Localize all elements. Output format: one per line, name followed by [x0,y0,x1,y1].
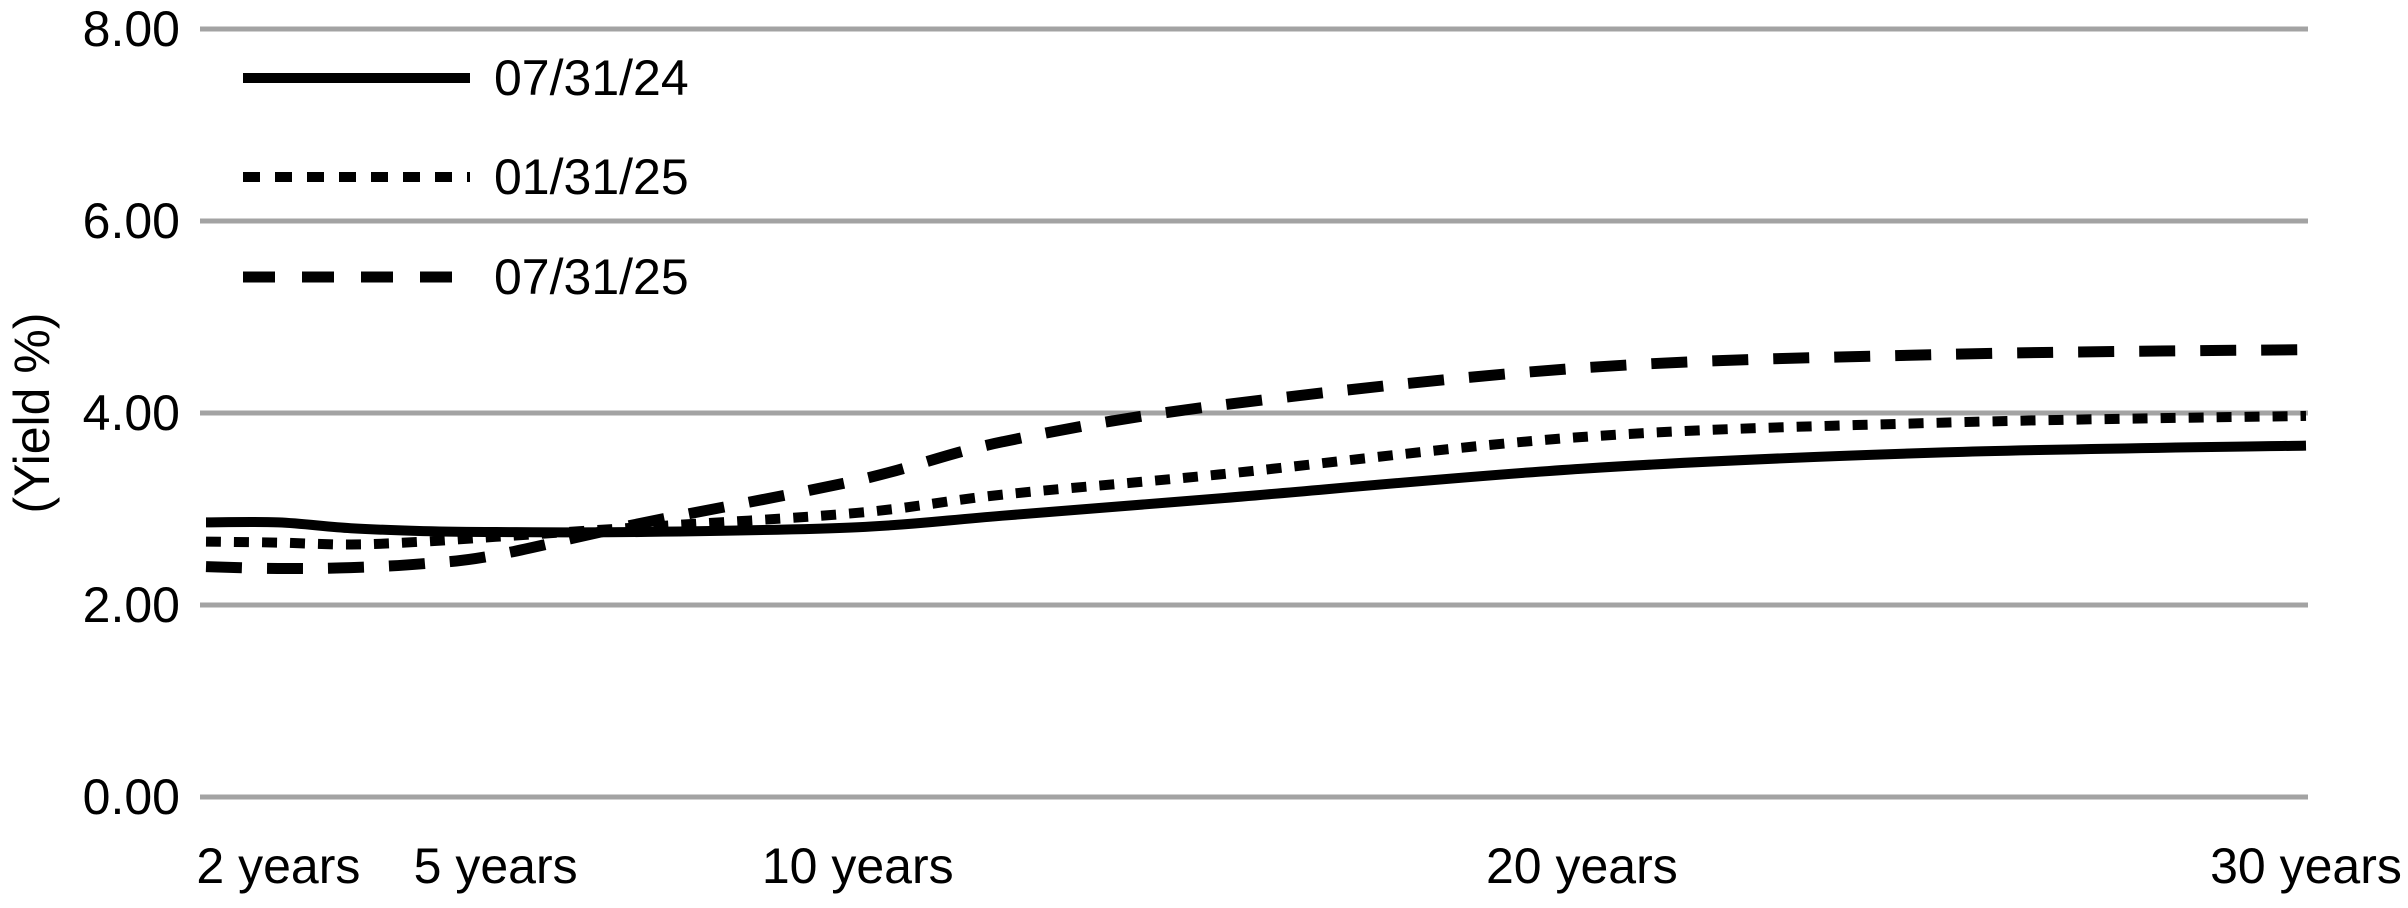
legend-label: 07/31/25 [494,249,689,305]
x-tick-label-30-years: 30 years [2210,838,2402,894]
y-tick-label-0.00: 0.00 [83,769,180,825]
x-tick-label-5-years: 5 years [414,838,578,894]
series-line-07-31-24 [205,440,2307,538]
series-line-07-31-25 [205,344,2307,575]
legend-item-01-31-25: 01/31/25 [243,149,689,205]
legend-item-07-31-24: 07/31/24 [243,50,689,106]
y-tick-label-8.00: 8.00 [83,1,180,57]
series-line-01-31-25 [205,410,2307,550]
x-tick-label-20-years: 20 years [1486,838,1678,894]
y-tick-label-4.00: 4.00 [83,385,180,441]
legend-label: 07/31/24 [494,50,689,106]
legend-item-07-31-25: 07/31/25 [243,249,689,305]
y-tick-label-6.00: 6.00 [83,193,180,249]
legend-label: 01/31/25 [494,149,689,205]
x-tick-label-2-years: 2 years [196,838,360,894]
y-tick-label-2.00: 2.00 [83,577,180,633]
x-tick-label-10-years: 10 years [762,838,954,894]
